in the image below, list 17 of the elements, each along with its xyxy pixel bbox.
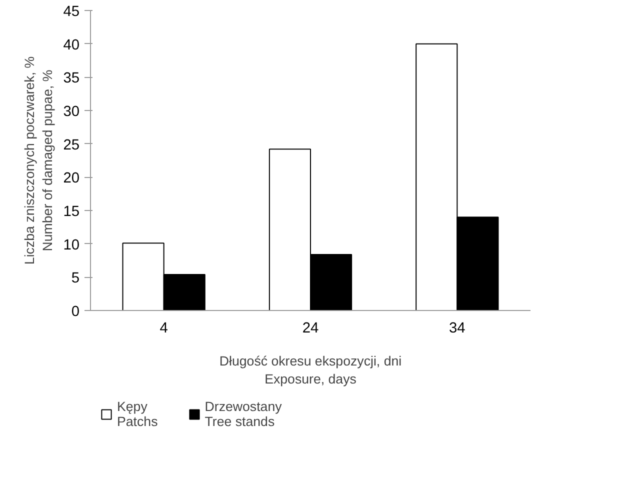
y-axis-title: Liczba zniszczonych poczwarek, % Number of damaged pupae, % xyxy=(22,56,56,265)
legend-label: Drzewostany Tree stands xyxy=(204,399,282,429)
y-tick-label: 20 xyxy=(63,170,80,187)
legend-label: Kępy Patchs xyxy=(117,399,158,429)
y-tick-label: 45 xyxy=(63,4,80,20)
y-tick-label: 5 xyxy=(71,270,80,287)
y-tick-label: 35 xyxy=(63,70,80,87)
x-tick-label: 24 xyxy=(302,320,319,336)
y-tick-label: 30 xyxy=(63,104,80,120)
x-tick-label: 4 xyxy=(160,320,168,336)
y-tick-label: 25 xyxy=(63,137,80,154)
y-tick-label: 40 xyxy=(63,37,80,54)
y-tick-label: 0 xyxy=(71,304,80,320)
y-tick-label: 15 xyxy=(63,204,80,220)
x-axis-title: Długość okresu ekspozycji, dni Exposure, days xyxy=(219,354,402,386)
x-tick-label: 34 xyxy=(449,320,466,336)
y-tick-label: 10 xyxy=(63,237,80,254)
